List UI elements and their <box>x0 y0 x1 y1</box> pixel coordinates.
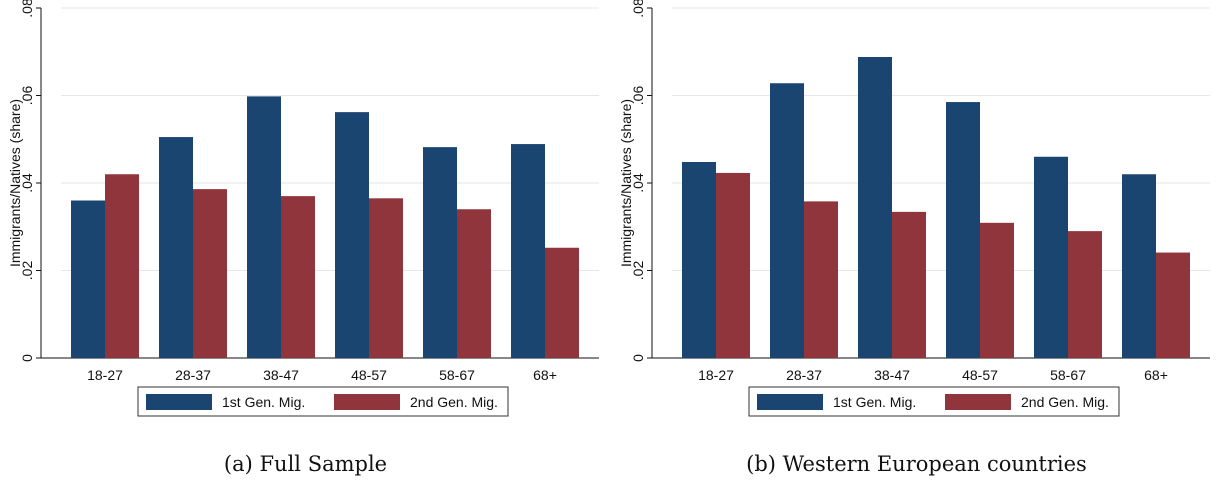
chart-b-x-tick-label: 18-27 <box>698 367 734 383</box>
chart-a-svg: 0 .02 .04 .06 .08 Immigrants/Natives (share) 1… <box>7 0 599 417</box>
chart-a-bar-first-gen <box>335 112 369 358</box>
chart-b-y-tick-label: .04 <box>630 173 646 193</box>
caption-a-label: (a) <box>223 452 253 476</box>
chart-b-y-tick-label: .08 <box>630 0 646 18</box>
chart-a-y-tick-label: .02 <box>19 261 35 281</box>
chart-b-bar-first-gen <box>858 57 892 358</box>
chart-a-y-axis-title: Immigrants/Natives (share) <box>7 99 23 267</box>
caption-b-label: (b) <box>746 452 776 476</box>
chart-a-x-tick-label: 38-47 <box>263 367 299 383</box>
chart-a-x-tick-label: 28-37 <box>175 367 211 383</box>
chart-a-y-tick-label: .04 <box>19 173 35 193</box>
chart-a-x-tick-label: 48-57 <box>351 367 387 383</box>
chart-b-x-tick-label: 58-67 <box>1050 367 1086 383</box>
chart-a-y-tick-label: 0 <box>19 354 35 362</box>
chart-a-bar-first-gen <box>159 137 193 358</box>
chart-b-bar-second-gen <box>1156 252 1190 358</box>
chart-a-legend-swatch <box>146 394 212 410</box>
chart-b-x-tick-label: 28-37 <box>786 367 822 383</box>
chart-a-bar-first-gen <box>247 96 281 358</box>
chart-a-legend-label: 1st Gen. Mig. <box>222 394 305 410</box>
chart-b-bar-first-gen <box>946 102 980 358</box>
chart-a-bar-first-gen <box>71 200 105 358</box>
chart-b-bar-first-gen <box>1122 174 1156 358</box>
chart-b-bar-second-gen <box>804 201 838 358</box>
chart-a-bar-second-gen <box>545 247 579 358</box>
chart-a-x-tick-label: 18-27 <box>87 367 123 383</box>
chart-a-bar-first-gen <box>423 147 457 358</box>
chart-b-bar-first-gen <box>1034 156 1068 358</box>
chart-a-bar-second-gen <box>457 209 491 358</box>
chart-a-x-tick-label: 68+ <box>533 367 557 383</box>
chart-b-bar-second-gen <box>1068 231 1102 358</box>
chart-b-y-axis-title: Immigrants/Natives (share) <box>618 99 634 267</box>
chart-a-bar-second-gen <box>369 198 403 358</box>
chart-a-y-tick-label: .06 <box>19 86 35 106</box>
chart-a-x-tick-label: 58-67 <box>439 367 475 383</box>
chart-b-bar-first-gen <box>770 83 804 358</box>
chart-a-bar-second-gen <box>281 196 315 358</box>
chart-a-y-tick-label: .08 <box>19 0 35 18</box>
chart-b-legend-swatch <box>945 394 1011 410</box>
chart-b-x-tick-label: 68+ <box>1144 367 1168 383</box>
chart-a-bar-second-gen <box>193 189 227 358</box>
chart-a-legend-label: 2nd Gen. Mig. <box>410 394 498 410</box>
chart-b-bar-second-gen <box>980 222 1014 358</box>
chart-panel-b: 0 .02 .04 .06 .08 Immigrants/Natives (share) 1… <box>611 0 1222 487</box>
chart-panel-a: 0 .02 .04 .06 .08 Immigrants/Natives (share) 1… <box>0 0 611 476</box>
chart-b-x-tick-label: 38-47 <box>874 367 910 383</box>
chart-b-bar-second-gen <box>892 211 926 358</box>
chart-a-legend-swatch <box>334 394 400 410</box>
chart-b-bar-first-gen <box>682 162 716 358</box>
chart-b-legend-swatch <box>757 394 823 410</box>
chart-a-bar-first-gen <box>511 144 545 358</box>
chart-a-bar-second-gen <box>105 174 139 358</box>
caption-a: (a) Full Sample <box>0 452 611 476</box>
chart-b-bar-second-gen <box>716 172 750 358</box>
chart-b-y-tick-label: 0 <box>630 354 646 362</box>
chart-b-svg: 0 .02 .04 .06 .08 Immigrants/Natives (share) 1… <box>618 0 1210 417</box>
chart-b-legend-label: 1st Gen. Mig. <box>833 394 916 410</box>
chart-b-y-tick-label: .06 <box>630 86 646 106</box>
chart-b-x-tick-label: 48-57 <box>962 367 998 383</box>
caption-a-text: Full Sample <box>259 452 388 476</box>
chart-b-legend-label: 2nd Gen. Mig. <box>1021 394 1109 410</box>
caption-b-text: Western European countries <box>782 452 1087 476</box>
caption-b: (b) Western European countries <box>611 452 1222 476</box>
chart-b-y-tick-label: .02 <box>630 261 646 281</box>
